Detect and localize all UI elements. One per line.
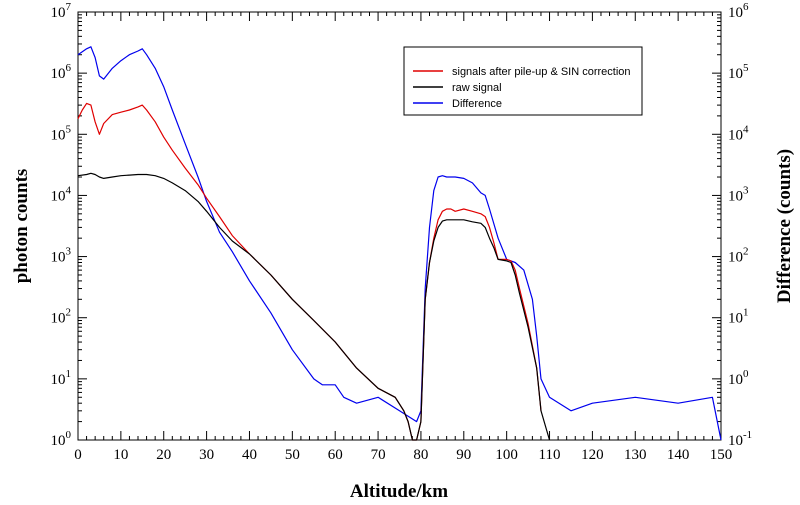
y-tick-label: 107 — [51, 1, 72, 21]
x-tick-label: 100 — [495, 447, 518, 463]
series-line-difference — [77, 46, 722, 441]
legend-label: raw signal — [452, 82, 502, 94]
x-tick-label: 130 — [624, 447, 647, 463]
x-tick-label: 40 — [242, 447, 257, 463]
ticks-layer: 0 10 20 30 40 50 60 70 80 90 100 110 120 130 140 150 100… — [51, 1, 753, 463]
x-tick-label: 140 — [667, 447, 690, 463]
series-line-signals-after-pile-up-sin-correction — [77, 102, 542, 441]
x-tick-label: 60 — [328, 447, 343, 463]
x-tick-label: 80 — [413, 447, 428, 463]
x-tick-label: 30 — [199, 447, 214, 463]
y-tick-label: 106 — [51, 62, 72, 82]
y2-tick-label: 104 — [728, 123, 749, 143]
legend-rows: signals after pile-up & SIN correction ra… — [413, 66, 631, 110]
y-tick-label: 102 — [51, 307, 72, 327]
y2-tick-label: 103 — [728, 184, 749, 204]
x-tick-label: 70 — [371, 447, 386, 463]
y-tick-label: 100 — [51, 429, 72, 449]
x-tick-label: 110 — [539, 447, 561, 463]
plot-frame — [77, 11, 722, 441]
y-axis-title: photon counts — [11, 169, 32, 284]
y-tick-label: 104 — [51, 184, 72, 204]
legend-label: signals after pile-up & SIN correction — [452, 66, 631, 78]
x-tick-label: 0 — [74, 447, 82, 463]
y-tick-label: 101 — [51, 368, 72, 388]
y-tick-label: 105 — [51, 123, 72, 143]
y2-axis-title: Difference (counts) — [774, 149, 795, 303]
series-line-raw-signal — [77, 172, 551, 441]
y2-tick-label: 101 — [728, 307, 749, 327]
legend-label: Difference — [452, 98, 502, 110]
x-tick-label: 10 — [113, 447, 128, 463]
x-tick-label: 90 — [456, 447, 471, 463]
y2-tick-label: 10-1 — [728, 429, 752, 449]
y2-tick-label: 105 — [728, 62, 749, 82]
x-tick-label: 50 — [285, 447, 300, 463]
y-tick-label: 103 — [51, 246, 72, 266]
x-axis-title: Altitude/km — [350, 481, 448, 502]
x-tick-label: 120 — [581, 447, 604, 463]
y2-tick-label: 100 — [728, 368, 749, 388]
x-tick-label: 20 — [156, 447, 171, 463]
y2-tick-label: 102 — [728, 246, 749, 266]
series-layer — [77, 46, 722, 441]
x-tick-label: 150 — [710, 447, 733, 463]
legend: signals after pile-up & SIN correction ra… — [403, 46, 643, 116]
legend-box — [403, 46, 643, 116]
y2-tick-label: 106 — [728, 1, 749, 21]
